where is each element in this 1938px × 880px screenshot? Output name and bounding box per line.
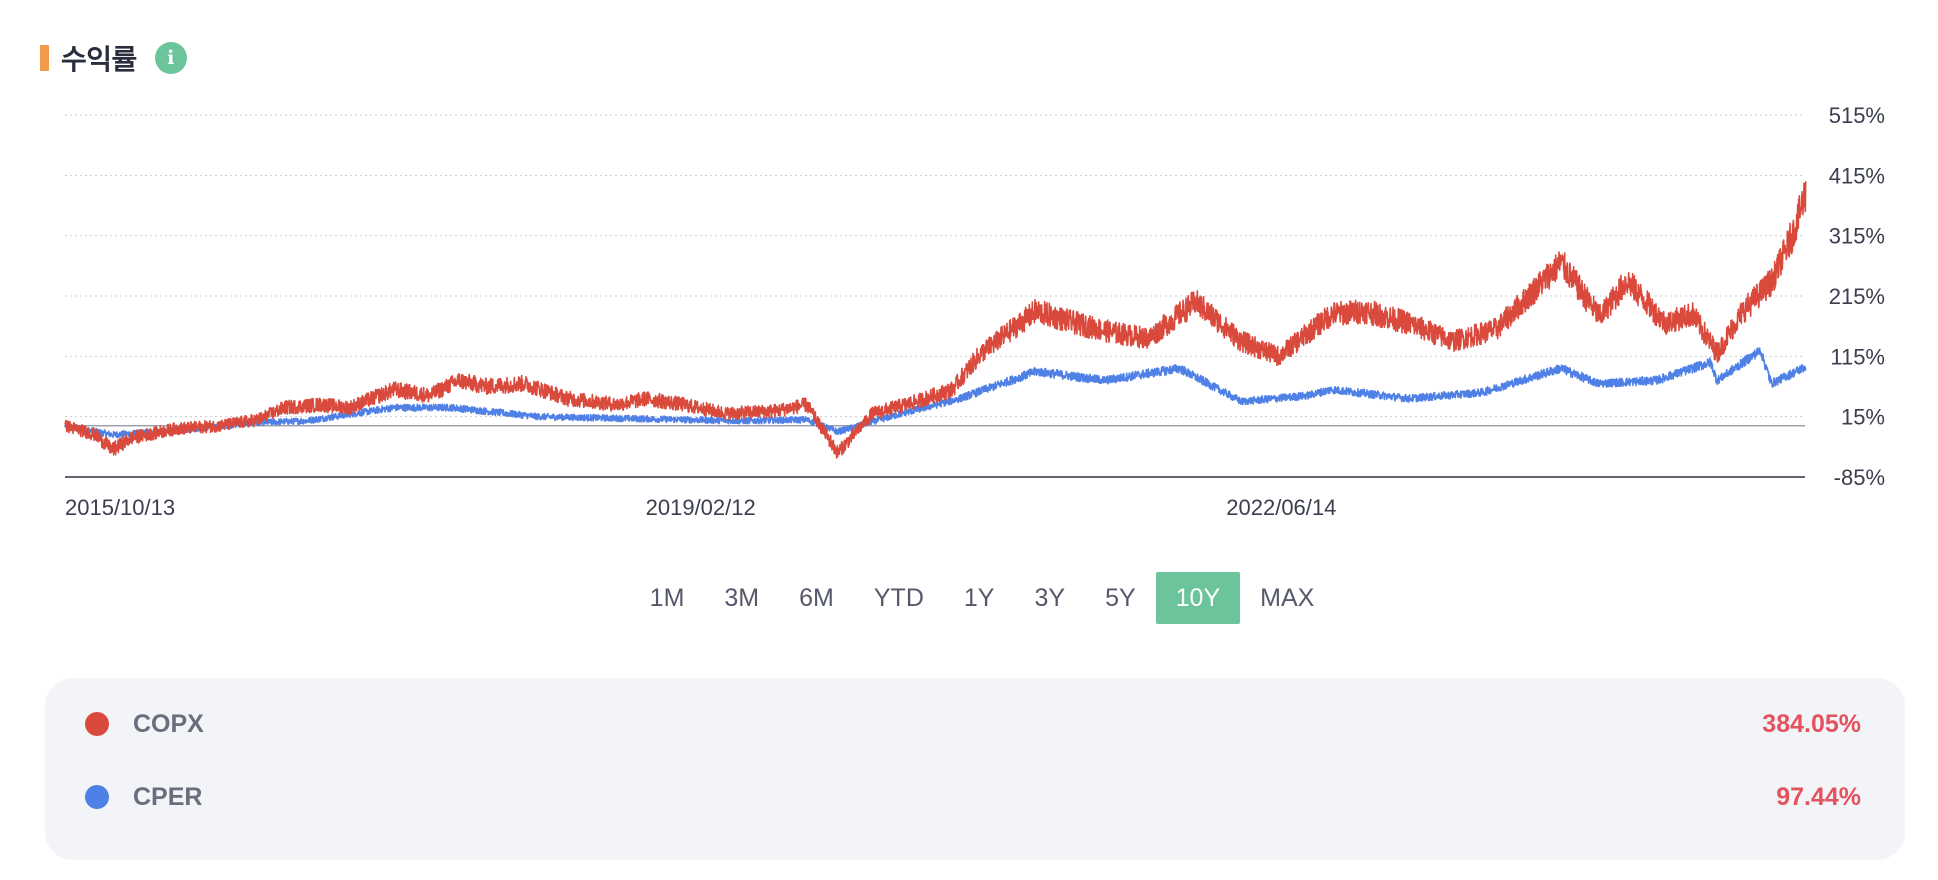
- range-button-group: 1M 3M 6M YTD 1Y 3Y 5Y 10Y MAX: [630, 572, 1335, 624]
- series-line-copx: [64, 181, 1807, 459]
- legend-ticker-cper: CPER: [133, 782, 203, 811]
- range-button-1y[interactable]: 1Y: [963, 583, 995, 612]
- y-tick-label: 115%: [1830, 344, 1885, 369]
- legend-value-cper: 97.44%: [1776, 782, 1861, 811]
- legend-dot-copx: [85, 712, 109, 736]
- legend-ticker-copx: COPX: [133, 709, 204, 738]
- range-button-ytd[interactable]: YTD: [873, 583, 924, 612]
- legend-dot-cper: [85, 785, 109, 809]
- y-tick-label: 215%: [1829, 284, 1885, 309]
- legend-value-copx: 384.05%: [1762, 709, 1861, 738]
- range-button-10y[interactable]: 10Y: [1155, 572, 1241, 624]
- return-chart-svg: 515% 415% 315% 215% 115% 15% -85% 2015/10/13 201…: [64, 103, 1885, 520]
- info-icon[interactable]: i: [154, 42, 187, 74]
- range-button-1m[interactable]: 1M: [649, 583, 685, 612]
- series-line-cper: [64, 347, 1807, 439]
- y-tick-label: 315%: [1829, 224, 1885, 249]
- x-tick-label: 2022/06/14: [1226, 495, 1336, 520]
- section-title: 수익률: [61, 43, 137, 76]
- range-button-3m[interactable]: 3M: [724, 583, 760, 612]
- range-selector: 1M 3M 6M YTD 1Y 3Y 5Y 10Y MAX: [0, 572, 1938, 624]
- y-tick-label: -85%: [1834, 465, 1885, 490]
- range-button-5y[interactable]: 5Y: [1105, 583, 1136, 612]
- range-button-max[interactable]: MAX: [1260, 583, 1315, 612]
- y-tick-label: 515%: [1829, 103, 1885, 128]
- range-button-6m[interactable]: 6M: [799, 583, 834, 612]
- title-accent-bar: [40, 45, 49, 71]
- y-tick-label: 15%: [1841, 405, 1885, 430]
- x-tick-label: 2015/10/13: [65, 495, 175, 520]
- section-header: 수익률 i: [40, 38, 187, 78]
- legend-row-cper: CPER 97.44%: [85, 777, 1861, 817]
- x-tick-label: 2019/02/12: [646, 495, 756, 520]
- legend-row-copx: COPX 384.05%: [85, 704, 1861, 744]
- y-tick-label: 415%: [1829, 163, 1885, 188]
- range-button-3y[interactable]: 3Y: [1034, 583, 1066, 612]
- return-chart: 515% 415% 315% 215% 115% 15% -85% 2015/10/13 201…: [0, 90, 1938, 530]
- legend-panel: COPX 384.05% CPER 97.44%: [45, 678, 1905, 860]
